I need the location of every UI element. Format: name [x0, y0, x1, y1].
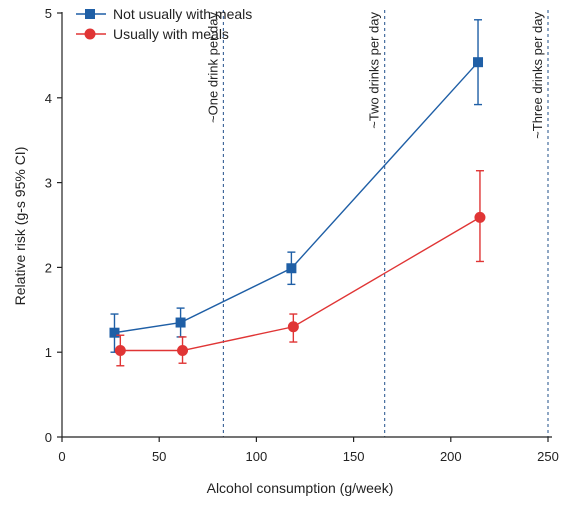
ticks: 0 50 100 150 200 250 0 1 2 3 4 5 [45, 6, 559, 464]
data-point-1-3 [474, 211, 486, 223]
legend-label-with-meals: Usually with meals [113, 26, 229, 42]
legend-item-with-meals: Usually with meals [76, 26, 229, 42]
y-axis-title: Relative risk (g-s 95% CI) [12, 147, 28, 306]
data-point-1-2 [287, 321, 299, 333]
x-tick-label-150: 150 [343, 449, 365, 464]
data-point-0-1 [175, 317, 186, 328]
y-tick-label-5: 5 [45, 6, 52, 21]
x-tick-label-100: 100 [246, 449, 268, 464]
x-axis-title: Alcohol consumption (g/week) [207, 480, 394, 496]
data-point-0-0 [109, 327, 120, 338]
data-point-1-0 [114, 345, 126, 357]
y-tick-label-2: 2 [45, 260, 52, 275]
reference-label-1: ~Two drinks per day [367, 12, 382, 129]
series-line-1 [120, 216, 481, 352]
reference-lines: ~One drink per day ~Two drinks per day ~Th… [205, 10, 549, 437]
series-line-0 [114, 61, 479, 334]
series [109, 19, 486, 367]
y-tick-label-3: 3 [45, 176, 52, 191]
series-0 [109, 19, 484, 353]
y-tick-label-0: 0 [45, 430, 52, 445]
x-tick-label-50: 50 [152, 449, 166, 464]
series-1 [114, 170, 486, 367]
data-point-0-3 [473, 57, 484, 68]
legend: Not usually with meals Usually with meal… [76, 6, 252, 42]
reference-label-0: ~One drink per day [205, 12, 220, 123]
legend-item-not-with-meals: Not usually with meals [76, 6, 252, 22]
axes [61, 12, 552, 438]
reference-label-2: ~Three drinks per day [530, 12, 545, 139]
y-tick-label-1: 1 [45, 345, 52, 360]
x-tick-label-250: 250 [537, 449, 559, 464]
y-tick-label-4: 4 [45, 91, 52, 106]
data-point-1-1 [177, 345, 189, 357]
x-tick-label-0: 0 [58, 449, 65, 464]
data-point-0-2 [286, 263, 297, 274]
legend-marker-square-icon [85, 9, 95, 19]
legend-marker-circle-icon [84, 28, 96, 40]
legend-label-not-with-meals: Not usually with meals [113, 6, 252, 22]
x-tick-label-200: 200 [440, 449, 462, 464]
